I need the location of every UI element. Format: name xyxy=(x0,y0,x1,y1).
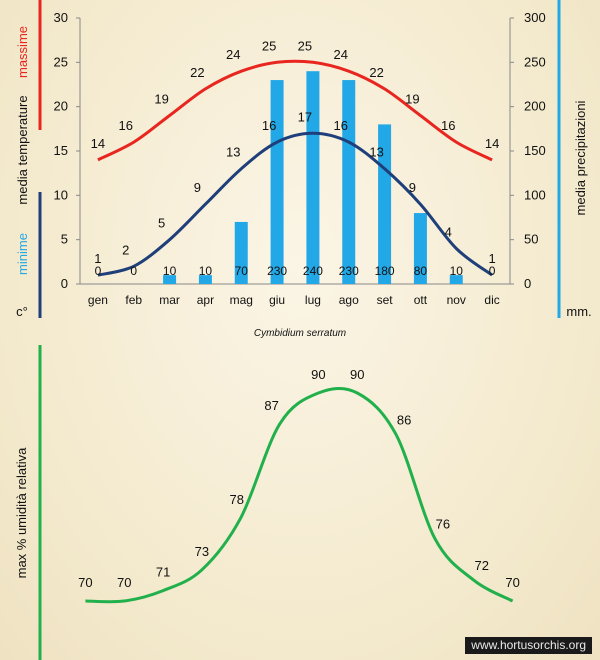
min-temp-data-label: 1 xyxy=(488,251,495,266)
min-temp-data-label: 1 xyxy=(94,251,101,266)
precip-bar xyxy=(234,221,248,284)
humidity-data-label: 78 xyxy=(230,492,244,507)
precip-data-label: 10 xyxy=(163,264,177,278)
humidity-data-label: 72 xyxy=(475,558,489,573)
humidity-data-label: 90 xyxy=(350,367,364,382)
x-tick-label: mar xyxy=(159,293,180,307)
humidity-data-label: 86 xyxy=(397,413,411,428)
min-temp-data-label: 2 xyxy=(122,242,129,257)
min-temp-data-label: 5 xyxy=(158,216,165,231)
max-temp-data-label: 19 xyxy=(405,92,419,107)
x-tick-label: lug xyxy=(305,293,321,307)
x-tick-label: dic xyxy=(484,293,499,307)
y-left-tick-label: 15 xyxy=(54,143,68,158)
x-tick-label: mag xyxy=(230,293,253,307)
precip-data-label: 230 xyxy=(339,264,359,278)
min-temp-data-label: 13 xyxy=(369,145,383,160)
y-right-unit: mm. xyxy=(566,304,591,319)
humidity-data-label: 87 xyxy=(264,398,278,413)
x-tick-label: apr xyxy=(197,293,214,307)
max-temp-data-label: 22 xyxy=(369,65,383,80)
humidity-chart: max % umidità relativa 70 70 71 73 78 87 90 90 8… xyxy=(14,345,520,660)
y-right-tick-label: 0 xyxy=(524,276,531,291)
precip-data-label: 0 xyxy=(130,264,137,278)
y-left-tick-label: 0 xyxy=(61,276,68,291)
y-left-tick-label: 25 xyxy=(54,54,68,69)
min-temp-data-label: 9 xyxy=(194,180,201,195)
max-temp-data-label: 24 xyxy=(226,47,240,62)
y-right-tick-label: 300 xyxy=(524,10,546,25)
y-right-tick-label: 100 xyxy=(524,187,546,202)
min-temp-data-label: 4 xyxy=(445,225,452,240)
precip-data-label: 10 xyxy=(450,264,464,278)
x-tick-label: giu xyxy=(269,293,285,307)
min-temp-data-label: 16 xyxy=(334,118,348,133)
precip-data-label: 10 xyxy=(199,264,213,278)
y-left-label-massime: massime xyxy=(15,26,30,78)
precip-data-label: 0 xyxy=(95,264,102,278)
precip-bar xyxy=(306,71,320,284)
max-temp-data-label: 16 xyxy=(441,118,455,133)
humidity-line xyxy=(85,386,514,604)
max-temp-data-label: 14 xyxy=(91,136,105,151)
watermark: www.hortusorchis.org xyxy=(465,637,592,654)
precip-bar xyxy=(449,275,463,284)
y-right-tick-label: 250 xyxy=(524,54,546,69)
y-right-tick-label: 50 xyxy=(524,232,538,247)
y-left-tick-label: 10 xyxy=(54,187,68,202)
max-temp-line xyxy=(97,59,493,162)
humidity-data-label: 71 xyxy=(156,565,170,580)
y-left-tick-label: 20 xyxy=(54,99,68,114)
min-temp-data-label: 9 xyxy=(409,180,416,195)
y-left-label-media-temperature: media temperature xyxy=(15,95,30,204)
humidity-data-label: 70 xyxy=(505,575,519,590)
min-temp-line xyxy=(97,131,493,277)
humidity-data-label: 70 xyxy=(78,575,92,590)
min-temp-data-label: 13 xyxy=(226,145,240,160)
max-temp-data-label: 16 xyxy=(119,118,133,133)
precip-bar xyxy=(413,213,427,284)
humidity-data-label: 76 xyxy=(436,517,450,532)
chart-title: Cymbidium serratum xyxy=(254,328,346,339)
precip-data-label: 230 xyxy=(267,264,287,278)
precip-bar xyxy=(270,80,284,284)
x-tick-label: nov xyxy=(447,293,466,307)
humidity-data-label: 90 xyxy=(311,367,325,382)
y-left-unit: c° xyxy=(16,304,28,319)
max-temp-data-label: 24 xyxy=(334,47,348,62)
y-right-tick-label: 200 xyxy=(524,99,546,114)
precip-data-label: 0 xyxy=(489,264,496,278)
y-left-tick-label: 30 xyxy=(54,10,68,25)
precip-data-label: 240 xyxy=(303,264,323,278)
precip-bar xyxy=(198,275,212,284)
max-temp-data-label: 25 xyxy=(262,38,276,53)
max-temp-data-label: 22 xyxy=(190,65,204,80)
x-tick-label: ott xyxy=(414,293,428,307)
humidity-data-label: 70 xyxy=(117,575,131,590)
max-temp-data-label: 25 xyxy=(298,38,312,53)
max-temp-data-label: 19 xyxy=(154,92,168,107)
min-temp-data-label: 17 xyxy=(298,109,312,124)
y-right-label: media precipitazioni xyxy=(573,100,588,215)
max-temp-data-label: 14 xyxy=(485,136,499,151)
precip-data-label: 70 xyxy=(235,264,249,278)
x-tick-label: ago xyxy=(339,293,359,307)
precip-data-label: 180 xyxy=(375,264,395,278)
min-temp-data-label: 16 xyxy=(262,118,276,133)
y-left-tick-label: 5 xyxy=(61,232,68,247)
x-tick-label: feb xyxy=(125,293,142,307)
y-left-label-minime: minime xyxy=(15,233,30,275)
precip-bar xyxy=(163,275,177,284)
precip-bar xyxy=(342,80,356,284)
humidity-ylabel: max % umidità relativa xyxy=(14,447,29,579)
climate-chart: massime media temperature minime c° medi… xyxy=(15,0,592,339)
precip-data-label: 80 xyxy=(414,264,428,278)
humidity-data-label: 73 xyxy=(195,544,209,559)
x-tick-label: gen xyxy=(88,293,108,307)
x-tick-label: set xyxy=(377,293,394,307)
y-right-tick-label: 150 xyxy=(524,143,546,158)
